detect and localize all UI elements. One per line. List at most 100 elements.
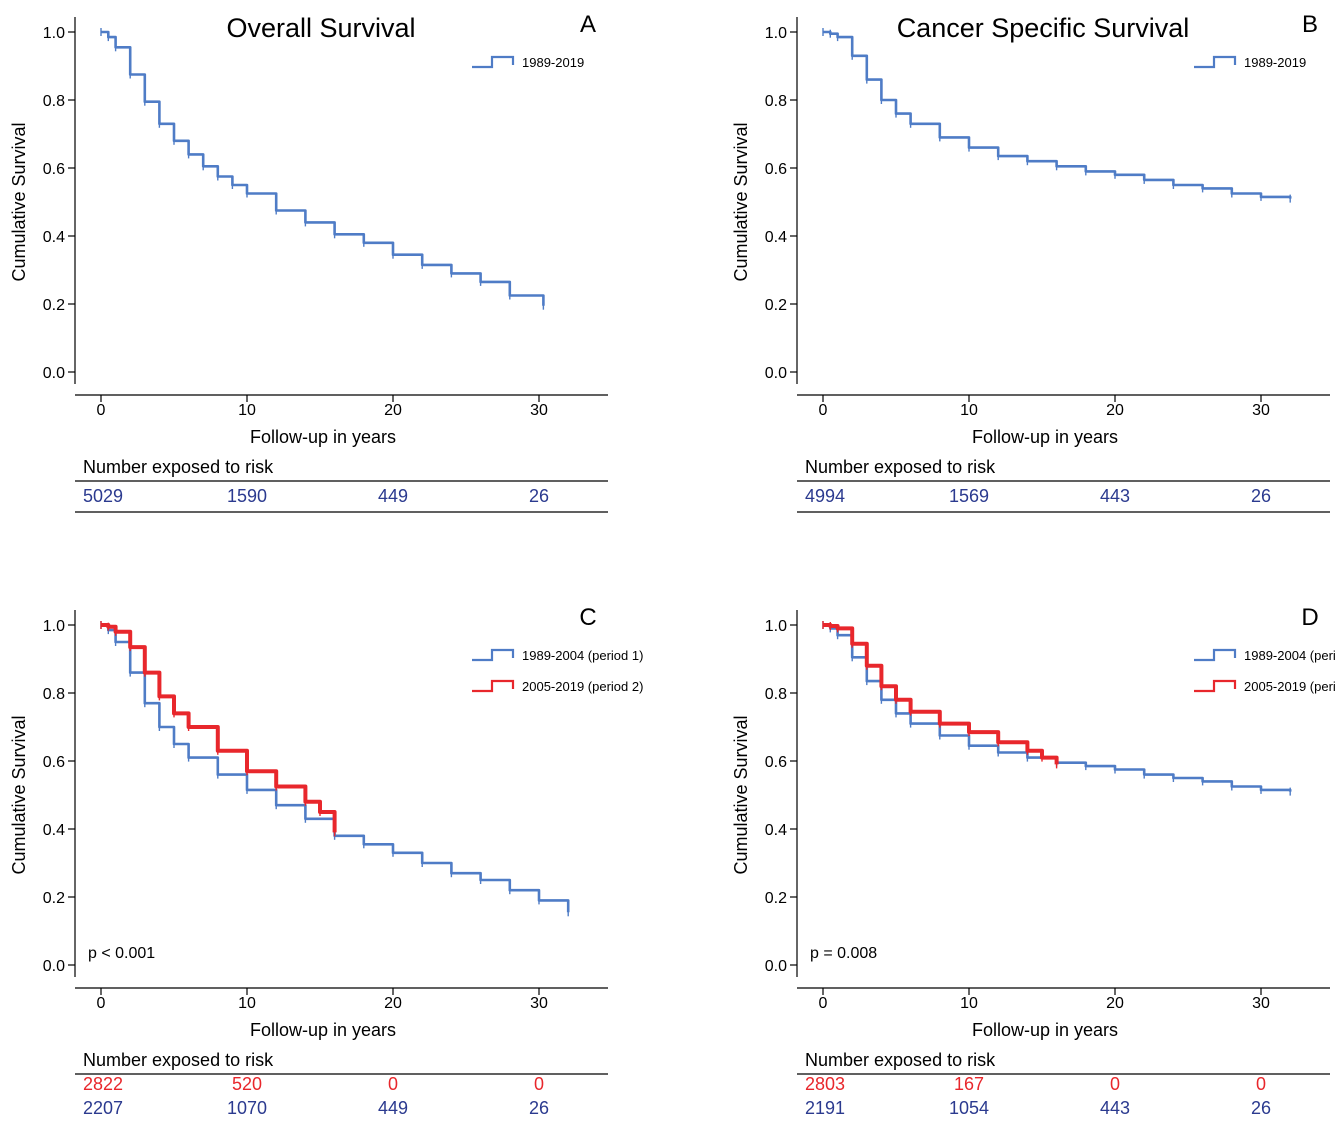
x-tick-label: 0 (97, 995, 106, 1012)
y-tick-label: 0.2 (43, 297, 65, 314)
y-tick-label: 0.4 (765, 822, 787, 839)
y-tick-label: 0.0 (43, 365, 65, 382)
panel-d: 0.0 0.2 0.4 0.6 0.8 1.0 0 10 20 30 Follow-up in ye… (731, 604, 1335, 1118)
x-tick-label: 0 (819, 995, 828, 1012)
risk-table-cell: 0 (1110, 1074, 1120, 1094)
y-axis-label: Cumulative Survival (9, 715, 29, 874)
y-tick-label: 0.8 (43, 686, 65, 703)
x-axis-label: Follow-up in years (972, 427, 1118, 447)
panel-b: 0.0 0.2 0.4 0.6 0.8 1.0 0 10 20 30 Follow-up in ye… (731, 11, 1330, 513)
risk-table-cell: 2822 (83, 1074, 123, 1094)
risk-table-label: Number exposed to risk (805, 457, 996, 477)
y-tick-label: 0.2 (43, 890, 65, 907)
x-tick-label: 30 (1252, 995, 1270, 1012)
risk-table-cell: 520 (232, 1074, 262, 1094)
panel-letter: A (580, 11, 596, 38)
risk-table-cell: 449 (378, 486, 408, 506)
y-tick-label: 0.4 (43, 229, 65, 246)
x-tick-label: 20 (1106, 402, 1124, 419)
series-line-1 (101, 30, 545, 306)
y-tick-label: 0.6 (765, 161, 787, 178)
risk-table-cell: 2207 (83, 1098, 123, 1118)
series-line-1 (101, 623, 570, 913)
legend-label: 1989-2019 (522, 55, 584, 70)
risk-table-label: Number exposed to risk (805, 1050, 996, 1070)
x-tick-label: 30 (1252, 402, 1270, 419)
risk-table-cell: 1054 (949, 1098, 989, 1118)
panel-c: 0.0 0.2 0.4 0.6 0.8 1.0 0 10 20 30 Follow-up in ye… (9, 604, 643, 1118)
x-tick-label: 10 (238, 402, 256, 419)
x-tick-label: 20 (384, 995, 402, 1012)
panel-letter: B (1302, 11, 1318, 38)
x-axis-label: Follow-up in years (250, 1020, 396, 1040)
legend-swatch (472, 648, 515, 662)
p-value: p = 0.008 (810, 945, 877, 962)
y-axis-label: Cumulative Survival (731, 122, 751, 281)
risk-table-cell: 26 (1251, 486, 1271, 506)
y-tick-label: 1.0 (765, 618, 787, 635)
risk-table-cell: 26 (529, 486, 549, 506)
y-tick-label: 0.2 (765, 297, 787, 314)
x-axis-label: Follow-up in years (250, 427, 396, 447)
legend-label: 2005-2019 (period 2) (1244, 679, 1335, 694)
y-tick-label: 0.0 (765, 365, 787, 382)
legend-swatch (1194, 55, 1237, 69)
risk-table-cell: 26 (529, 1098, 549, 1118)
x-tick-label: 0 (819, 402, 828, 419)
series-line-2 (101, 623, 337, 833)
chart-title: Cancer Specific Survival (897, 13, 1190, 43)
legend-swatch (1194, 648, 1237, 662)
legend-label: 1989-2004 (period 1) (1244, 648, 1335, 663)
risk-table-cell: 2191 (805, 1098, 845, 1118)
series-line-2 (823, 623, 1059, 765)
y-axis-label: Cumulative Survival (9, 122, 29, 281)
risk-table-cell: 167 (954, 1074, 984, 1094)
x-tick-label: 10 (960, 402, 978, 419)
risk-table-cell: 443 (1100, 486, 1130, 506)
y-tick-label: 0.8 (765, 93, 787, 110)
x-tick-label: 30 (530, 995, 548, 1012)
legend-swatch (472, 679, 515, 693)
y-tick-label: 0.4 (43, 822, 65, 839)
risk-table-cell: 26 (1251, 1098, 1271, 1118)
panel-a: 0.0 0.2 0.4 0.6 0.8 1.0 0 10 20 30 Follow-up in ye… (9, 11, 608, 513)
risk-table-cell: 4994 (805, 486, 845, 506)
risk-table-label: Number exposed to risk (83, 1050, 274, 1070)
y-tick-label: 0.6 (43, 161, 65, 178)
y-tick-label: 1.0 (43, 25, 65, 42)
x-axis-label: Follow-up in years (972, 1020, 1118, 1040)
x-tick-label: 10 (238, 995, 256, 1012)
panel-letter: C (579, 604, 596, 631)
risk-table-cell: 5029 (83, 486, 123, 506)
risk-table-cell: 0 (534, 1074, 544, 1094)
risk-table-cell: 1070 (227, 1098, 267, 1118)
y-tick-label: 0.0 (43, 958, 65, 975)
risk-table-cell: 0 (388, 1074, 398, 1094)
y-tick-label: 0.8 (765, 686, 787, 703)
x-tick-label: 0 (97, 402, 106, 419)
x-tick-label: 20 (1106, 995, 1124, 1012)
legend-label: 2005-2019 (period 2) (522, 679, 643, 694)
y-tick-label: 0.0 (765, 958, 787, 975)
y-axis-label: Cumulative Survival (731, 715, 751, 874)
y-tick-label: 1.0 (43, 618, 65, 635)
y-tick-label: 0.4 (765, 229, 787, 246)
y-tick-label: 0.8 (43, 93, 65, 110)
risk-table-cell: 443 (1100, 1098, 1130, 1118)
risk-table-cell: 449 (378, 1098, 408, 1118)
y-tick-label: 0.6 (765, 754, 787, 771)
legend-label: 1989-2004 (period 1) (522, 648, 643, 663)
legend-swatch (1194, 679, 1237, 693)
risk-table-cell: 1569 (949, 486, 989, 506)
y-tick-label: 0.2 (765, 890, 787, 907)
x-tick-label: 10 (960, 995, 978, 1012)
risk-table-label: Number exposed to risk (83, 457, 274, 477)
chart-title: Overall Survival (226, 13, 415, 43)
legend-swatch (472, 55, 515, 69)
y-tick-label: 1.0 (765, 25, 787, 42)
x-tick-label: 30 (530, 402, 548, 419)
risk-table-cell: 0 (1256, 1074, 1266, 1094)
p-value: p < 0.001 (88, 945, 155, 962)
y-tick-label: 0.6 (43, 754, 65, 771)
